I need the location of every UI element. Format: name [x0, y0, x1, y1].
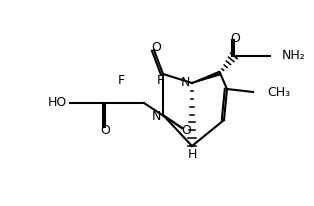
Text: CH₃: CH₃ — [267, 85, 290, 98]
Polygon shape — [192, 71, 221, 83]
Text: N: N — [180, 76, 190, 89]
Text: O: O — [230, 32, 240, 44]
Text: NH₂: NH₂ — [282, 48, 306, 62]
Text: N: N — [151, 110, 161, 123]
Text: HO: HO — [48, 96, 67, 109]
Text: F: F — [156, 74, 164, 87]
Text: O: O — [151, 41, 161, 54]
Text: F: F — [117, 74, 125, 87]
Text: O: O — [181, 124, 191, 137]
Text: H: H — [187, 149, 197, 162]
Text: O: O — [100, 124, 110, 137]
